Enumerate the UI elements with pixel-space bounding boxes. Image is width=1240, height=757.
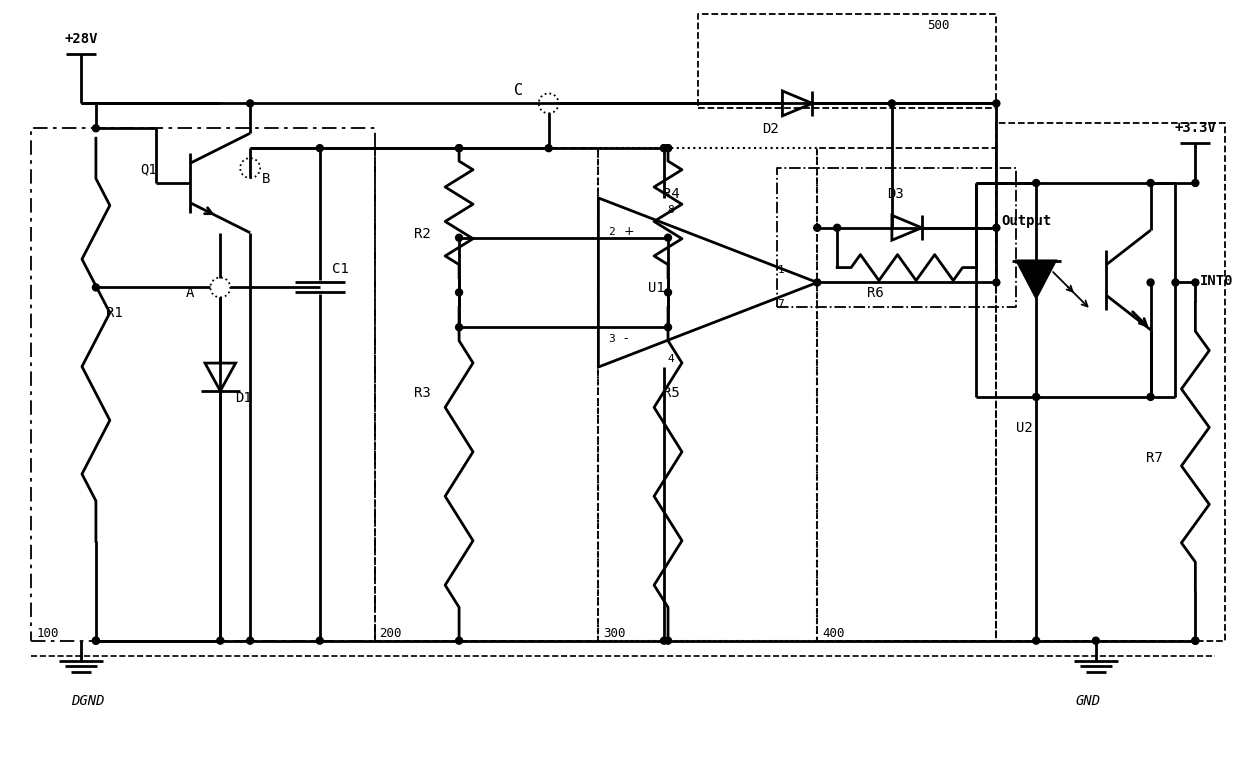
- Circle shape: [1147, 279, 1154, 286]
- Circle shape: [888, 100, 895, 107]
- Text: 2: 2: [609, 227, 615, 237]
- Circle shape: [1033, 394, 1039, 400]
- Text: D3: D3: [887, 187, 904, 201]
- Circle shape: [661, 145, 667, 151]
- Text: R2: R2: [414, 226, 432, 241]
- Text: 400: 400: [822, 627, 844, 640]
- Text: 3: 3: [609, 334, 615, 344]
- Text: Output: Output: [1002, 213, 1052, 228]
- Text: 300: 300: [604, 627, 626, 640]
- Circle shape: [665, 145, 672, 151]
- Circle shape: [665, 289, 672, 296]
- Text: C1: C1: [332, 261, 348, 276]
- Text: +: +: [624, 225, 634, 238]
- Text: B: B: [262, 172, 270, 186]
- Text: 200: 200: [379, 627, 402, 640]
- Circle shape: [1172, 279, 1179, 286]
- Text: R4: R4: [663, 187, 680, 201]
- Circle shape: [833, 224, 841, 231]
- Text: R1: R1: [105, 307, 123, 320]
- Circle shape: [665, 637, 672, 644]
- Text: GND: GND: [1076, 694, 1101, 709]
- Circle shape: [1033, 637, 1039, 644]
- Circle shape: [455, 234, 463, 241]
- Text: D2: D2: [763, 122, 779, 136]
- Text: 1: 1: [777, 264, 784, 275]
- Text: R3: R3: [414, 386, 432, 400]
- Text: R5: R5: [663, 386, 680, 400]
- Circle shape: [1192, 279, 1199, 286]
- Circle shape: [93, 637, 99, 644]
- Circle shape: [1147, 394, 1154, 400]
- Text: U2: U2: [1017, 421, 1033, 435]
- Circle shape: [455, 145, 463, 151]
- Circle shape: [1033, 179, 1039, 186]
- Circle shape: [993, 100, 999, 107]
- Text: 100: 100: [36, 627, 58, 640]
- Text: 500: 500: [926, 19, 949, 32]
- Circle shape: [455, 289, 463, 296]
- Circle shape: [546, 145, 552, 151]
- Circle shape: [665, 145, 672, 151]
- Circle shape: [217, 637, 223, 644]
- Circle shape: [813, 279, 821, 286]
- Circle shape: [247, 637, 254, 644]
- Circle shape: [1192, 637, 1199, 644]
- Circle shape: [316, 637, 324, 644]
- Circle shape: [316, 145, 324, 151]
- Circle shape: [93, 125, 99, 132]
- Text: +28V: +28V: [64, 32, 98, 45]
- Circle shape: [1192, 179, 1199, 186]
- Circle shape: [1147, 179, 1154, 186]
- Text: -: -: [624, 332, 627, 345]
- Circle shape: [455, 324, 463, 331]
- Text: +3.3V: +3.3V: [1174, 121, 1216, 136]
- Text: Q1: Q1: [140, 162, 157, 176]
- Text: 7: 7: [777, 299, 784, 310]
- Circle shape: [665, 324, 672, 331]
- Circle shape: [93, 284, 99, 291]
- Circle shape: [455, 145, 463, 151]
- Circle shape: [661, 637, 667, 644]
- Polygon shape: [1017, 261, 1055, 298]
- Text: C: C: [513, 83, 523, 98]
- Circle shape: [993, 224, 999, 231]
- Text: R7: R7: [1146, 450, 1162, 465]
- Text: R6: R6: [867, 286, 884, 301]
- Circle shape: [1092, 637, 1100, 644]
- Text: INT0: INT0: [1200, 275, 1234, 288]
- Text: A: A: [186, 286, 193, 301]
- Circle shape: [1192, 637, 1199, 644]
- Circle shape: [993, 279, 999, 286]
- Text: 4: 4: [667, 354, 673, 364]
- Text: DGND: DGND: [71, 694, 104, 709]
- Text: 8: 8: [667, 205, 673, 215]
- Circle shape: [455, 637, 463, 644]
- Circle shape: [661, 145, 667, 151]
- Text: D1: D1: [236, 391, 252, 405]
- Circle shape: [813, 224, 821, 231]
- Circle shape: [665, 234, 672, 241]
- Circle shape: [93, 637, 99, 644]
- Text: U1: U1: [649, 282, 665, 295]
- Circle shape: [247, 100, 254, 107]
